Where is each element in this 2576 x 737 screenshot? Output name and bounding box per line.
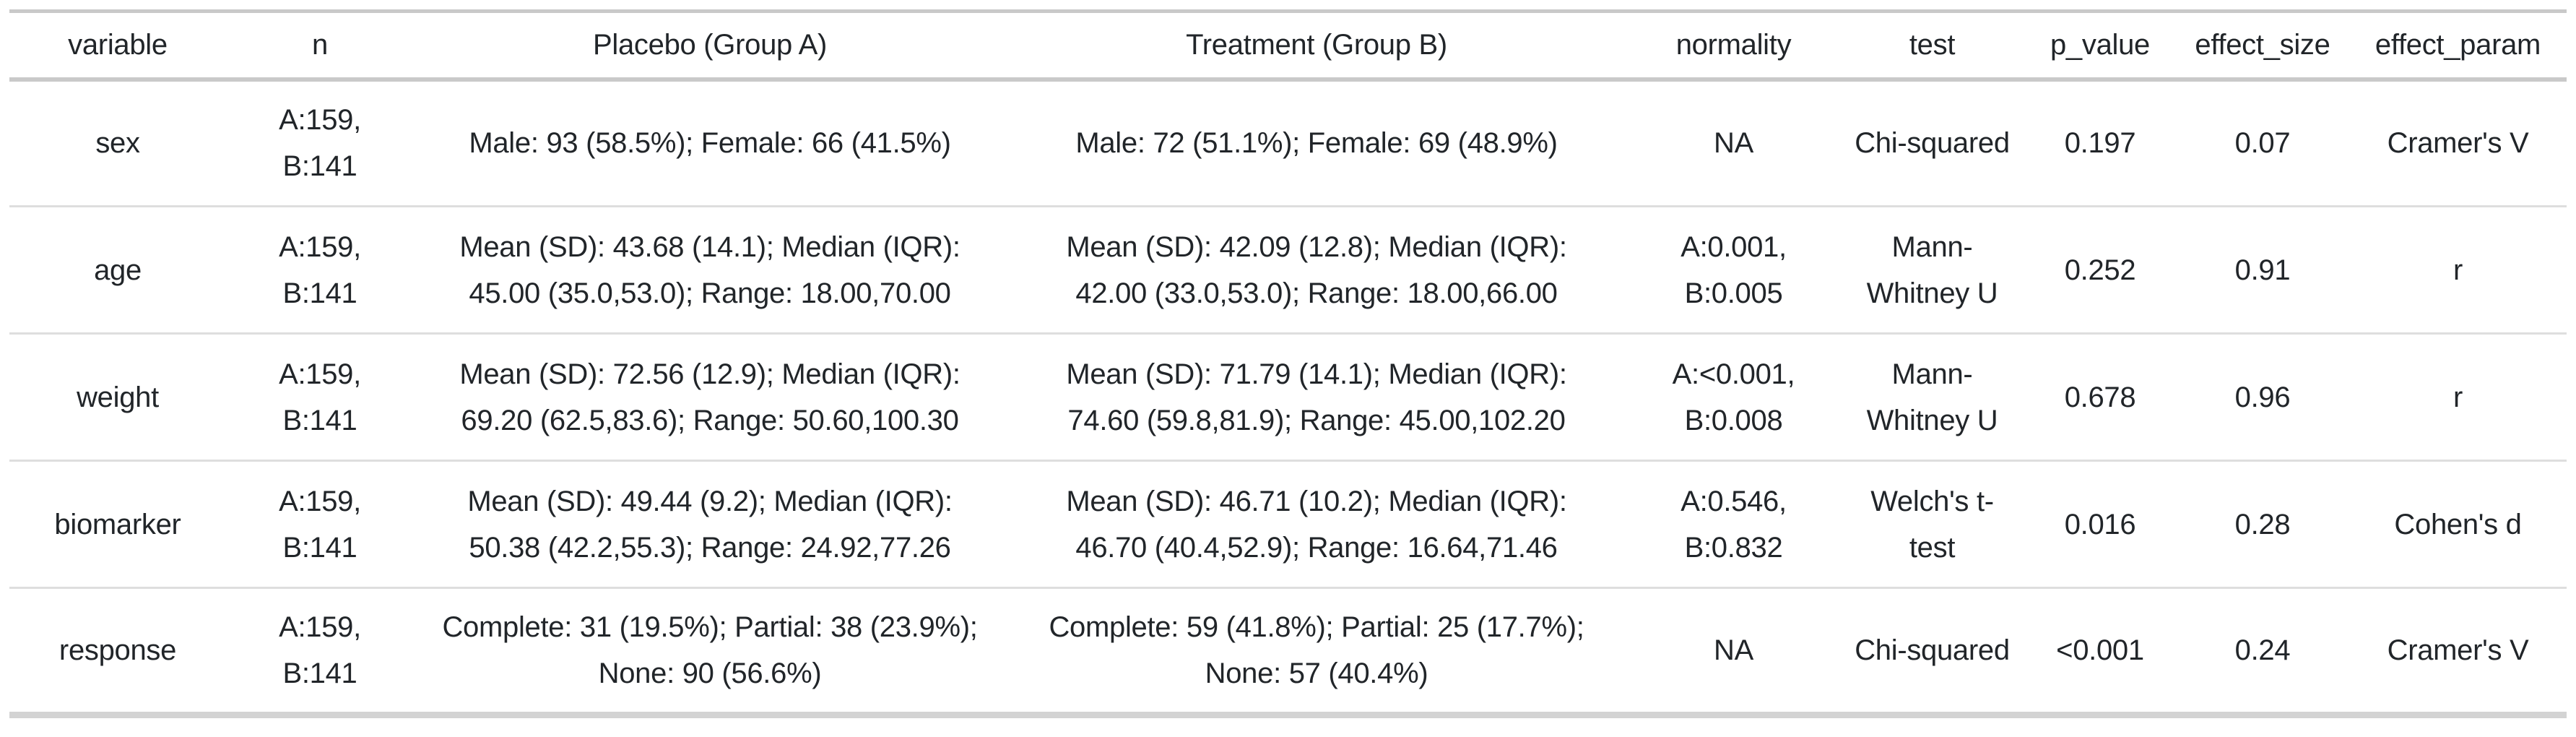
cell-variable: sex [95,127,140,160]
cell-normality: A:<0.001, B:0.008 [1627,332,1840,461]
cell-variable: biomarker [9,460,226,588]
cell-test: Chi-squared [1855,127,2010,160]
cell-n: A:159, B:141 [226,460,414,588]
cell-test: Chi-squared [1840,587,2024,715]
table-row-age: age A:159, B:141 Mean (SD): 43.68 (14.1)… [9,205,2567,334]
header-row: variable n Placebo (Group A) Treatment (… [9,11,2567,82]
cell-test: Mann- Whitney U [1840,332,2024,461]
col-header-placebo: Placebo (Group A) [414,11,1006,82]
col-header-test: test [1840,11,2024,82]
col-header-variable: variable [9,11,226,82]
cell-effect-size: 0.07 [2234,127,2291,160]
table-row-sex: sex A:159, B:141 Male: 93 (58.5%); Femal… [9,79,2567,207]
cell-effect-param: r [2349,205,2567,334]
col-header-effect-size: effect_size [2176,11,2349,82]
cell-variable: age [9,205,226,334]
cell-effect-param: Cramer's V [2349,587,2567,715]
col-header-p-value: p_value [2024,11,2176,82]
cell-treatment: Complete: 59 (41.8%); Partial: 25 (17.7%… [1006,587,1627,715]
col-header-treatment: Treatment (Group B) [1006,11,1627,82]
cell-test: Mann- Whitney U [1840,205,2024,334]
cell-normality: NA [1627,587,1840,715]
cell-effect-param: Cramer's V [2387,127,2529,160]
cell-p-value: 0.678 [2024,332,2176,461]
cell-treatment: Mean (SD): 71.79 (14.1); Median (IQR): 7… [1006,332,1627,461]
cell-placebo: Complete: 31 (19.5%); Partial: 38 (23.9%… [414,587,1006,715]
cell-treatment: Mean (SD): 46.71 (10.2); Median (IQR): 4… [1006,460,1627,588]
cell-variable: weight [9,332,226,461]
cell-n: A:159, B:141 [279,104,361,183]
cell-effect-param: Cohen's d [2349,460,2567,588]
cell-p-value: 0.197 [2064,127,2136,160]
table-body: sex A:159, B:141 Male: 93 (58.5%); Femal… [9,79,2567,715]
cell-placebo: Mean (SD): 72.56 (12.9); Median (IQR): 6… [414,332,1006,461]
cell-treatment: Mean (SD): 42.09 (12.8); Median (IQR): 4… [1006,205,1627,334]
cell-test: Welch's t- test [1840,460,2024,588]
table-row-weight: weight A:159, B:141 Mean (SD): 72.56 (12… [9,332,2567,461]
table-row-response: response A:159, B:141 Complete: 31 (19.5… [9,587,2567,715]
cell-n: A:159, B:141 [226,587,414,715]
cell-effect-size: 0.24 [2176,587,2349,715]
table-row-biomarker: biomarker A:159, B:141 Mean (SD): 49.44 … [9,460,2567,588]
col-header-n: n [226,11,414,82]
summary-table-container: variable n Placebo (Group A) Treatment (… [9,9,2567,718]
cell-n: A:159, B:141 [226,205,414,334]
summary-table: variable n Placebo (Group A) Treatment (… [9,9,2567,718]
cell-effect-size: 0.28 [2176,460,2349,588]
cell-placebo: Mean (SD): 49.44 (9.2); Median (IQR): 50… [414,460,1006,588]
cell-effect-size: 0.96 [2176,332,2349,461]
cell-treatment: Male: 72 (51.1%); Female: 69 (48.9%) [1075,127,1558,160]
table-header: variable n Placebo (Group A) Treatment (… [9,11,2567,82]
col-header-normality: normality [1627,11,1840,82]
cell-normality: NA [1714,127,1753,160]
cell-effect-param: r [2349,332,2567,461]
cell-placebo: Mean (SD): 43.68 (14.1); Median (IQR): 4… [414,205,1006,334]
cell-normality: A:0.546, B:0.832 [1627,460,1840,588]
cell-normality: A:0.001, B:0.005 [1627,205,1840,334]
cell-variable: response [9,587,226,715]
cell-n: A:159, B:141 [226,332,414,461]
cell-effect-size: 0.91 [2176,205,2349,334]
col-header-effect-param: effect_param [2349,11,2567,82]
cell-p-value: 0.016 [2024,460,2176,588]
cell-placebo: Male: 93 (58.5%); Female: 66 (41.5%) [469,127,951,160]
cell-p-value: 0.252 [2024,205,2176,334]
cell-p-value: <0.001 [2024,587,2176,715]
